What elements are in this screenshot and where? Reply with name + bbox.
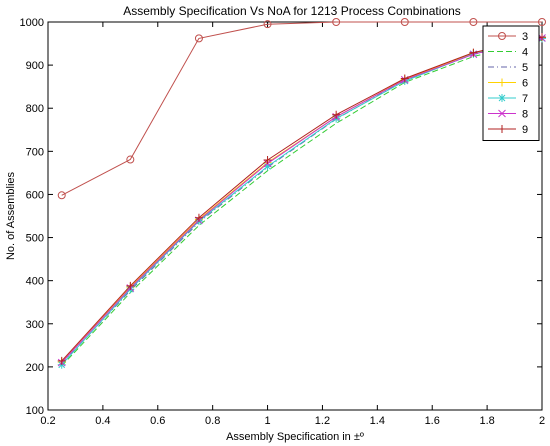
legend-item-6[interactable]: 6 xyxy=(488,78,528,90)
legend-label-5: 5 xyxy=(522,62,528,74)
data-point-3 xyxy=(538,18,546,26)
data-point-9 xyxy=(400,74,409,83)
chart-title: Assembly Specification Vs NoA for 1213 P… xyxy=(123,4,461,18)
legend-label-9: 9 xyxy=(522,124,528,136)
axis-ticks: 0.2 0.4 0.6 0.8 1 1.2 1.4 1.6 1.8 2 100 200 300 400 50… xyxy=(20,17,546,427)
data-point-7 xyxy=(263,162,272,171)
x-tick-label: 1.2 xyxy=(315,415,330,427)
legend-marker-8 xyxy=(498,109,506,118)
y-tick-label: 200 xyxy=(26,362,44,374)
series-lines xyxy=(57,18,546,369)
data-point-3 xyxy=(126,155,135,164)
legend-item-5[interactable]: 5 xyxy=(488,62,528,74)
x-tick-label: 1.6 xyxy=(425,415,440,427)
data-point-3 xyxy=(57,191,66,200)
x-tick-label: 1 xyxy=(264,415,270,427)
data-point-9 xyxy=(57,356,66,365)
y-tick-label: 700 xyxy=(26,146,44,158)
legend-label-4: 4 xyxy=(522,47,528,59)
series-line-4 xyxy=(61,39,543,367)
data-point-3 xyxy=(400,18,409,26)
data-point-3 xyxy=(194,34,203,43)
legend-item-4[interactable]: 4 xyxy=(488,47,528,59)
data-point-3 xyxy=(263,20,272,29)
data-point-3 xyxy=(332,18,341,26)
y-tick-label: 100 xyxy=(26,405,44,417)
data-point-9 xyxy=(126,281,135,290)
x-tick-label: 1.8 xyxy=(479,415,494,427)
data-point-9 xyxy=(332,110,341,119)
legend-item-9[interactable]: 9 xyxy=(488,124,528,136)
legend-item-8[interactable]: 8 xyxy=(488,109,528,121)
x-tick-label: 2 xyxy=(539,415,545,427)
legend-marker-7 xyxy=(498,94,506,102)
legend-label-7: 7 xyxy=(522,93,528,105)
series-9 xyxy=(57,33,546,365)
data-point-9 xyxy=(194,213,203,222)
y-tick-label: 300 xyxy=(26,319,44,331)
series-line-9 xyxy=(61,36,543,362)
y-tick-label: 1000 xyxy=(20,17,44,29)
data-point-9 xyxy=(469,48,478,57)
plot-area xyxy=(47,21,543,411)
legend-marker-9 xyxy=(498,125,506,133)
legend-item-7[interactable]: 7 xyxy=(488,93,528,105)
legend[interactable]: 3 4 5 6 7 8 9 xyxy=(482,25,540,141)
series-3 xyxy=(57,18,546,200)
y-tick-label: 500 xyxy=(26,233,44,245)
y-tick-label: 900 xyxy=(26,60,44,72)
y-tick-label: 600 xyxy=(26,189,44,201)
x-tick-label: 0.8 xyxy=(205,415,220,427)
x-axis-label: Assembly Specification in ±º xyxy=(226,431,364,443)
y-tick-label: 800 xyxy=(26,103,44,115)
series-line-8 xyxy=(61,37,543,363)
legend-box xyxy=(482,25,540,141)
legend-marker-3 xyxy=(498,32,506,40)
x-tick-label: 0.6 xyxy=(150,415,165,427)
y-axis-label: No. of Assemblies xyxy=(5,171,17,260)
legend-label-6: 6 xyxy=(522,78,528,90)
data-point-3 xyxy=(469,18,478,26)
x-tick-label: 1.4 xyxy=(370,415,385,427)
legend-marker-6 xyxy=(498,78,506,87)
legend-item-3[interactable]: 3 xyxy=(488,31,528,43)
legend-label-3: 3 xyxy=(522,31,528,43)
series-4 xyxy=(61,39,543,367)
series-8 xyxy=(57,34,546,367)
series-line-3 xyxy=(61,21,542,196)
x-tick-label: 0.4 xyxy=(95,415,110,427)
x-tick-label: 0.2 xyxy=(40,415,55,427)
legend-label-8: 8 xyxy=(522,109,528,121)
data-point-9 xyxy=(263,155,272,164)
y-tick-label: 400 xyxy=(26,276,44,288)
